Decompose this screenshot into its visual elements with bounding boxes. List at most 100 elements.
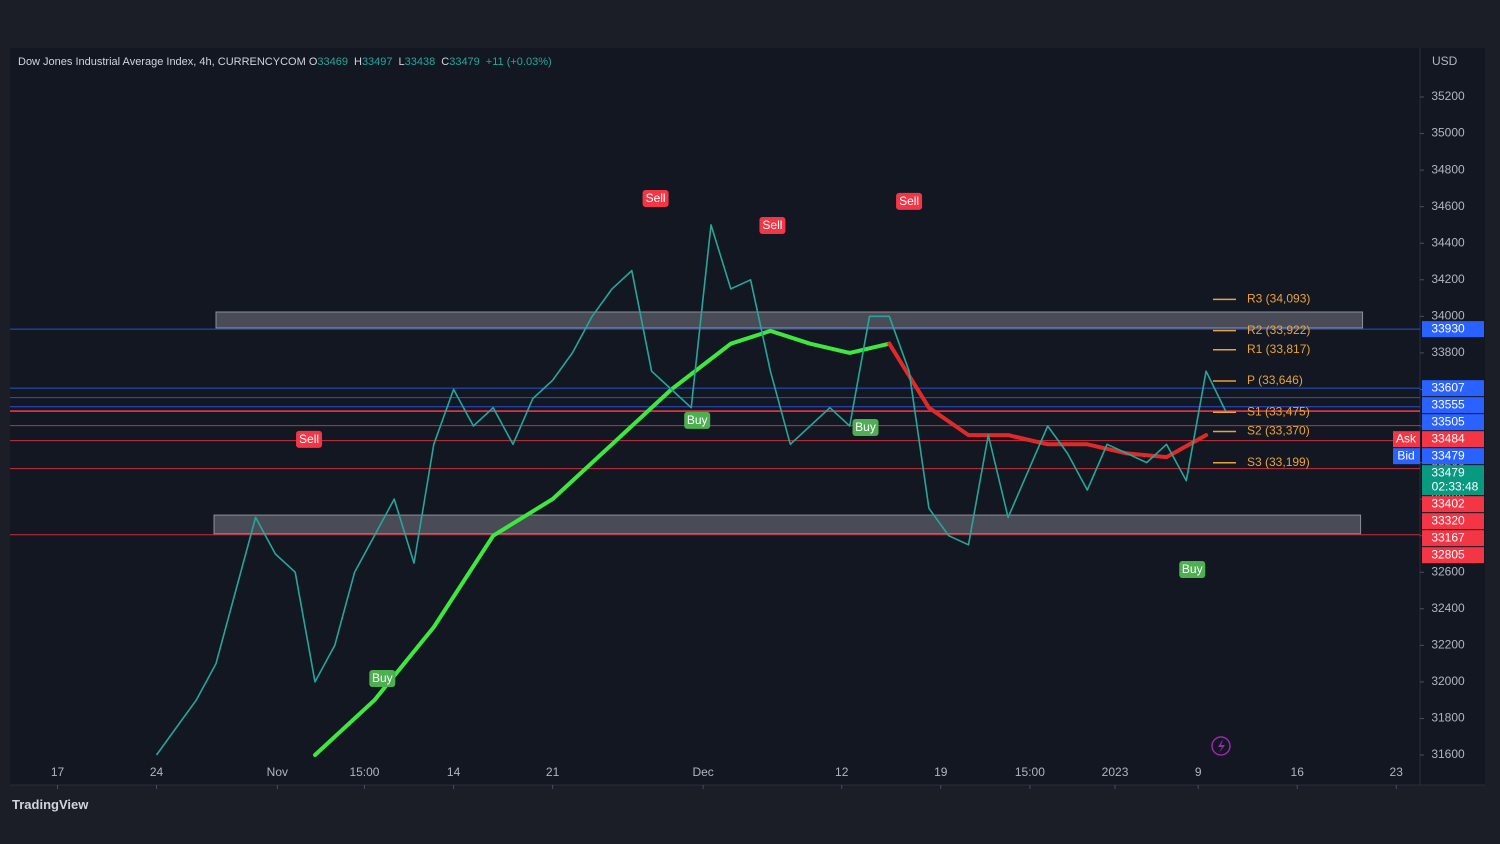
pivot-label: S1 (33,475): [1247, 404, 1310, 418]
signal-label: Buy: [372, 671, 393, 685]
y-tick-label: 31800: [1431, 711, 1465, 725]
price-label-box: [1422, 431, 1484, 448]
price-label: 33320: [1431, 513, 1465, 527]
signal: Sell: [896, 192, 923, 210]
signal-label: Buy: [855, 420, 876, 434]
price-label-box: [1422, 465, 1484, 496]
price-tag: Bid: [1397, 448, 1414, 462]
signal: Sell: [759, 217, 786, 235]
signal: Buy: [369, 669, 396, 687]
y-tick-label: 35200: [1431, 89, 1465, 103]
price-label: 33479: [1431, 448, 1465, 462]
signal: Buy: [684, 411, 711, 429]
legend-value: 33438: [404, 56, 436, 68]
legend-change: +11 (+0.03%): [485, 56, 552, 68]
currency-label: USD: [1432, 54, 1458, 68]
legend-key: L: [398, 56, 405, 68]
price-label-box: [1422, 380, 1484, 397]
y-tick-label: 32400: [1431, 601, 1465, 615]
y-tick-label: 34600: [1431, 199, 1465, 213]
event-icon[interactable]: [1211, 736, 1231, 756]
signal-box: [296, 430, 323, 448]
signal-box: [896, 192, 923, 210]
countdown-label: 02:33:48: [1432, 479, 1479, 493]
price-label-box: [1422, 448, 1484, 465]
legend-value: 33479: [449, 56, 480, 68]
y-tick-label: 31600: [1431, 747, 1465, 761]
price-label: 33402: [1431, 496, 1465, 510]
price-label-box: [1422, 321, 1484, 338]
zone: [215, 311, 1364, 329]
y-tick-label: 32600: [1431, 564, 1465, 578]
y-tick-label: 35000: [1431, 126, 1465, 140]
price-label: 32805: [1431, 547, 1465, 561]
legend-value: 33469: [317, 56, 348, 68]
signal-box: [369, 669, 396, 687]
price-label: 33167: [1431, 530, 1465, 544]
price-label-box: [1422, 414, 1484, 431]
pivot-label: R2 (33,922): [1247, 323, 1310, 337]
x-tick-label: 21: [546, 765, 560, 779]
x-tick-label: Dec: [692, 765, 713, 779]
signal: Buy: [1179, 561, 1206, 579]
signal-box: [852, 419, 879, 437]
signal-box: [1179, 561, 1206, 579]
x-tick-label: 16: [1291, 765, 1305, 779]
x-tick-label: 14: [447, 765, 461, 779]
pivot-label: S3 (33,199): [1247, 455, 1310, 469]
signal: Sell: [296, 430, 323, 448]
y-tick-label: 33800: [1431, 345, 1465, 359]
price-label-box: [1422, 547, 1484, 564]
x-tick-label: 19: [934, 765, 948, 779]
signal-label: Sell: [646, 191, 666, 205]
y-tick-label: 34400: [1431, 235, 1465, 249]
signal-box: [642, 189, 669, 207]
price-label-box: [1422, 513, 1484, 530]
price-label: 33479: [1431, 465, 1465, 479]
pivot-label: S2 (33,370): [1247, 424, 1310, 438]
signal: Sell: [642, 189, 669, 207]
price-label: 33555: [1431, 397, 1465, 411]
price-label-box: [1422, 496, 1484, 513]
moving-average: [313, 328, 892, 757]
signal-label: Buy: [1182, 562, 1203, 576]
x-tick-label: 12: [835, 765, 849, 779]
signal-label: Buy: [687, 413, 708, 427]
plot-background: [10, 48, 1485, 785]
y-tick-label: 32000: [1431, 674, 1465, 688]
price-label: 33484: [1431, 431, 1465, 445]
x-tick-label: 15:00: [1015, 765, 1045, 779]
brand: TradingView: [12, 797, 89, 812]
x-tick-label: 24: [150, 765, 164, 779]
signal-box: [684, 411, 711, 429]
zone: [213, 514, 1362, 535]
y-tick-label: 32200: [1431, 638, 1465, 652]
event-icon: [1218, 739, 1225, 753]
price-label-box: [1422, 397, 1484, 414]
legend-key: H: [353, 56, 362, 68]
price-label: 33930: [1431, 321, 1465, 335]
price-tag-box: [1393, 431, 1420, 448]
x-tick-label: 15:00: [349, 765, 379, 779]
price-label: 33505: [1431, 414, 1465, 428]
legend-value: 33497: [361, 56, 393, 68]
y-tick-label: 34200: [1431, 272, 1465, 286]
legend: Dow Jones Industrial Average Index, 4h, …: [18, 56, 558, 68]
y-tick-label: 34000: [1431, 308, 1465, 322]
pivot-label: P (33,646): [1247, 373, 1303, 387]
pivot-label: R1 (33,817): [1247, 342, 1310, 356]
signal-label: Sell: [299, 432, 319, 446]
x-tick-label: Nov: [267, 765, 288, 779]
price-tag-box: [1393, 448, 1420, 465]
legend-key: O: [308, 56, 318, 68]
legend-key: C: [441, 56, 450, 68]
price-line: [155, 224, 1227, 756]
symbol-title: Dow Jones Industrial Average Index, 4h, …: [18, 56, 306, 68]
x-tick-label: 2023: [1102, 765, 1129, 779]
price-label: 33607: [1431, 380, 1465, 394]
signal-label: Sell: [899, 194, 919, 208]
price-tag: Ask: [1396, 431, 1417, 445]
price-label-box: [1422, 530, 1484, 547]
